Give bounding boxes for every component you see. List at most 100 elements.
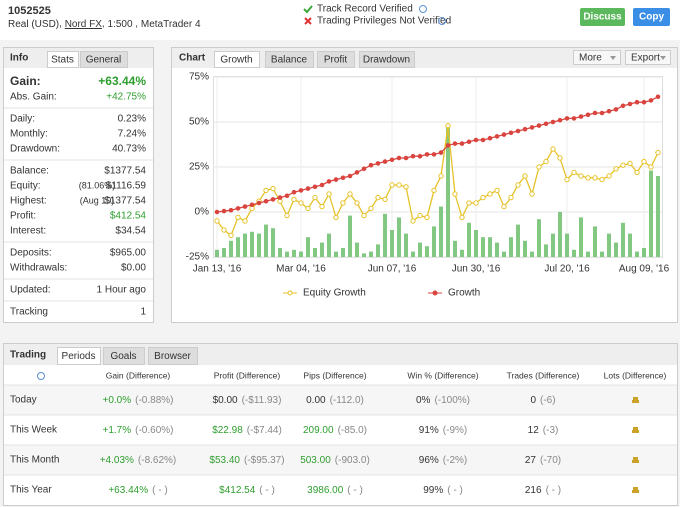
column-header: Pips (Difference): [303, 370, 366, 380]
point: [466, 139, 472, 145]
help-icon[interactable]: [37, 372, 45, 380]
legend-label[interactable]: Growth: [448, 288, 480, 299]
point: [459, 141, 465, 146]
bar: [348, 215, 352, 257]
lots-icon[interactable]: [632, 487, 639, 493]
point: [571, 116, 577, 121]
cell-value: 209.00: [303, 425, 334, 436]
point: [214, 218, 220, 224]
button-label[interactable]: Export: [631, 53, 660, 64]
bar: [320, 242, 324, 257]
tab[interactable]: [103, 347, 145, 365]
cell-value: $412.54: [219, 485, 256, 496]
point: [256, 200, 262, 206]
point: [529, 191, 535, 197]
tab[interactable]: [148, 347, 198, 365]
point: [417, 153, 423, 159]
tab-label[interactable]: Drawdown: [363, 55, 410, 66]
dropdown-button[interactable]: [573, 50, 621, 65]
bar: [530, 251, 534, 257]
cell-diff: (-$95.37): [244, 455, 285, 466]
point: [438, 173, 444, 179]
bar: [516, 224, 520, 257]
info-panel: [3, 47, 154, 323]
lots-icon[interactable]: [632, 427, 639, 433]
stat-label: Drawdown:: [10, 144, 60, 155]
stat-label: Withdrawals:: [10, 263, 67, 274]
legend-marker: [287, 290, 293, 296]
table-cell: +4.03% (-8.62%): [100, 455, 177, 466]
tab[interactable]: [47, 51, 79, 68]
point: [396, 155, 402, 161]
bar: [628, 233, 632, 257]
table-row: [4, 415, 677, 445]
bar: [481, 237, 485, 257]
y-tick-label: -25%: [186, 252, 209, 263]
tab[interactable]: [317, 51, 355, 68]
table-row: [4, 385, 677, 415]
legend-label[interactable]: Equity Growth: [303, 288, 366, 299]
bar: [369, 251, 373, 257]
copy-label[interactable]: Copy: [639, 12, 664, 23]
tab-label[interactable]: Goals: [110, 351, 136, 362]
bar: [334, 251, 338, 257]
x-tick-label: Aug 09, '16: [619, 264, 670, 275]
point: [417, 212, 423, 219]
stat-value: $412.54: [110, 211, 147, 222]
table-cell: 91% (-9%): [419, 425, 467, 436]
point: [361, 166, 367, 172]
stat-value: $965.00: [110, 248, 147, 259]
tab-label[interactable]: Profit: [324, 55, 348, 66]
point: [536, 123, 542, 128]
x-tick-label: Jul 20, '16: [544, 264, 590, 275]
point: [424, 152, 430, 157]
button-label[interactable]: More: [579, 53, 602, 64]
tab[interactable]: [265, 51, 314, 68]
bar: [523, 240, 527, 257]
help-icon[interactable]: [419, 5, 427, 13]
tab-label[interactable]: Periods: [62, 351, 96, 362]
table-cell: +0.0% (-0.88%): [103, 395, 174, 406]
tab-label[interactable]: General: [86, 55, 122, 66]
tab[interactable]: [57, 347, 101, 365]
point: [326, 191, 332, 197]
point: [627, 101, 633, 107]
cell-value: +0.0%: [103, 395, 132, 406]
tab-label[interactable]: Balance: [271, 55, 308, 66]
dropdown-button[interactable]: [625, 50, 671, 65]
help-icon[interactable]: [438, 17, 446, 25]
tab-label[interactable]: Stats: [51, 55, 74, 66]
cell-diff: (-6): [540, 395, 556, 406]
lots-icon[interactable]: [632, 397, 639, 403]
discuss-label[interactable]: Discuss: [583, 12, 622, 23]
cell-diff: (-100%): [434, 395, 470, 406]
check-icon: [303, 5, 313, 14]
table-row: [4, 475, 677, 505]
tab-label[interactable]: Browser: [154, 351, 191, 362]
table-cell: +1.7% (-0.60%): [103, 425, 174, 436]
point: [221, 227, 227, 233]
bar: [453, 240, 457, 257]
table-cell: 0 (-6): [530, 395, 555, 406]
point: [214, 209, 220, 215]
point: [228, 207, 234, 213]
point: [592, 110, 598, 116]
tab-label[interactable]: Growth: [220, 55, 252, 66]
point: [487, 191, 493, 197]
tab[interactable]: [80, 51, 128, 68]
x-tick-label: Jun 07, '16: [368, 264, 417, 275]
bar: [299, 251, 303, 257]
copy-button[interactable]: [633, 8, 670, 26]
bar: [649, 170, 653, 257]
discuss-button[interactable]: [580, 8, 625, 26]
tab[interactable]: [214, 51, 260, 68]
lots-icon[interactable]: [632, 457, 639, 463]
account-line: Real (USD), Nord FX, 1:500 , MetaTrader …: [8, 19, 201, 30]
broker-link[interactable]: Nord FX: [65, 19, 103, 30]
tab[interactable]: [359, 51, 415, 68]
point: [242, 218, 248, 224]
bar: [376, 244, 380, 257]
point: [340, 175, 346, 181]
point: [242, 204, 248, 209]
table-cell: 216 ( - ): [525, 485, 561, 496]
